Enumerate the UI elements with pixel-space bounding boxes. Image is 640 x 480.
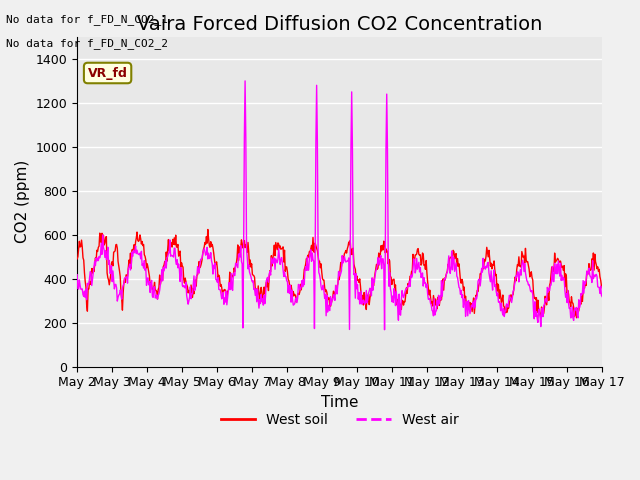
Legend: West soil, West air: West soil, West air: [215, 407, 464, 432]
Title: Vaira Forced Diffusion CO2 Concentration: Vaira Forced Diffusion CO2 Concentration: [137, 15, 542, 34]
Text: No data for f_FD_N_CO2_2: No data for f_FD_N_CO2_2: [6, 38, 168, 49]
Text: VR_fd: VR_fd: [88, 67, 127, 80]
X-axis label: Time: Time: [321, 395, 358, 410]
Text: No data for f_FD_N_CO2_1: No data for f_FD_N_CO2_1: [6, 14, 168, 25]
Y-axis label: CO2 (ppm): CO2 (ppm): [15, 160, 30, 243]
